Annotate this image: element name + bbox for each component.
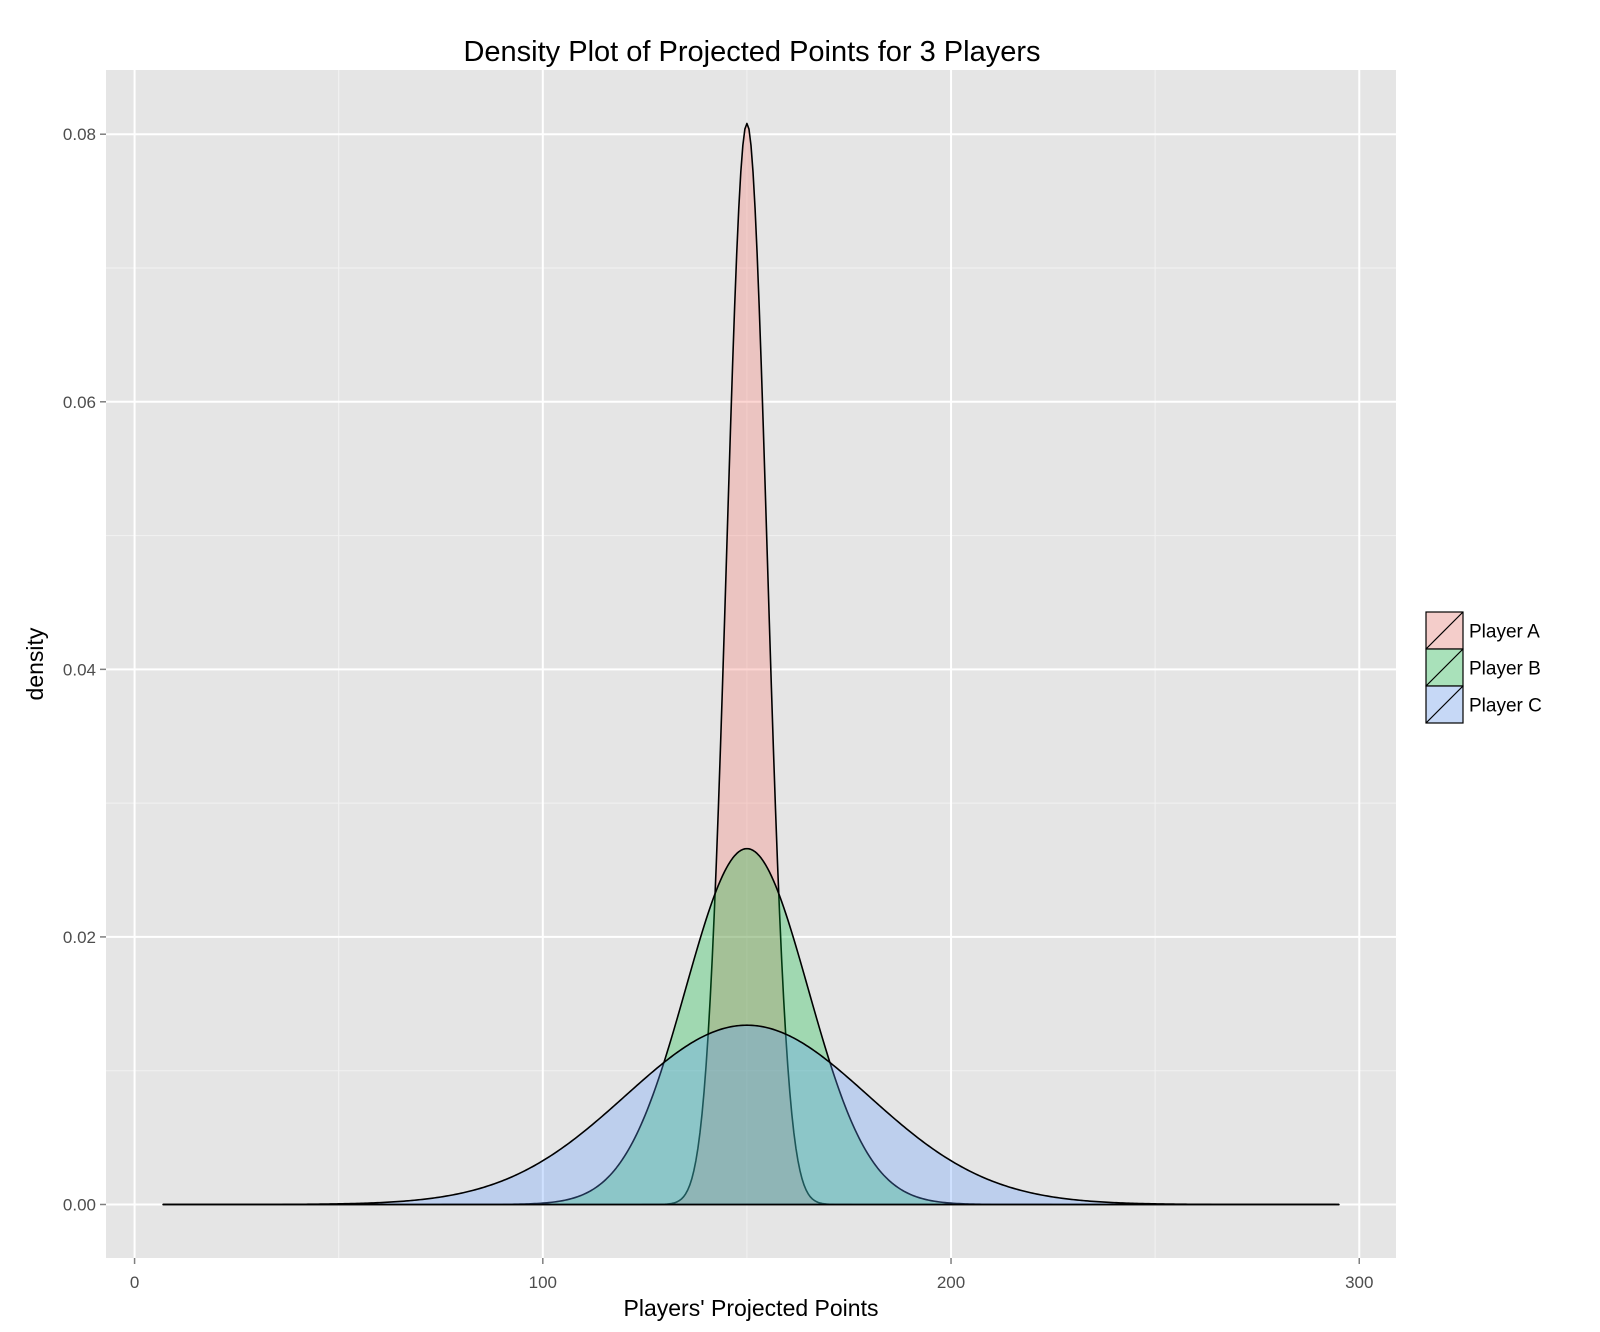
y-tick-label: 0.00 — [63, 1195, 96, 1214]
legend-label: Player B — [1469, 659, 1541, 680]
y-tick-label: 0.08 — [63, 125, 96, 144]
y-tick-label: 0.04 — [63, 660, 96, 679]
y-axis: 0.00 0.02 0.04 0.06 0.08 — [63, 125, 106, 1214]
legend: Player A Player B Player C — [1425, 611, 1542, 724]
legend-slash — [1425, 648, 1464, 687]
x-tick-label: 300 — [1345, 1273, 1373, 1292]
minor-gridlines — [106, 70, 1396, 1258]
y-axis-title: density — [22, 627, 48, 700]
major-gridlines — [106, 70, 1396, 1258]
x-axis: 0 100 200 300 — [130, 1258, 1373, 1292]
density-area-player-c — [162, 1024, 1340, 1206]
y-tick-label: 0.06 — [63, 393, 96, 412]
density-areas — [162, 122, 1340, 1206]
x-tick-label: 100 — [529, 1273, 557, 1292]
y-tick-label: 0.02 — [63, 928, 96, 947]
x-tick-label: 200 — [937, 1273, 965, 1292]
legend-slash — [1425, 685, 1464, 724]
legend-key-player-c — [1425, 685, 1464, 724]
x-tick-label: 0 — [130, 1273, 139, 1292]
legend-label: Player A — [1469, 622, 1540, 643]
legend-key-player-a — [1425, 611, 1464, 650]
legend-label: Player C — [1469, 696, 1542, 717]
x-axis-title: Players' Projected Points — [624, 1295, 879, 1321]
legend-key-player-b — [1425, 648, 1464, 687]
legend-slash — [1425, 611, 1464, 650]
chart-title: Density Plot of Projected Points for 3 P… — [463, 36, 1040, 68]
